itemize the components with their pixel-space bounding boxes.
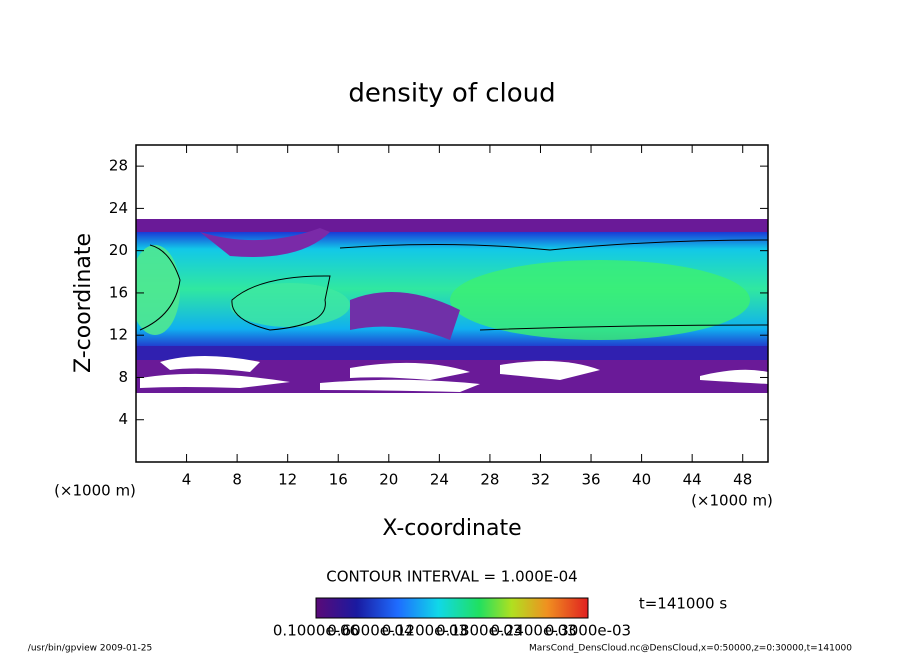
y-axis-label: Z-coordinate (71, 233, 96, 373)
footer-right: MarsCond_DensCloud.nc@DensCloud,x=0:5000… (529, 644, 852, 654)
x-tick-label: 16 (329, 471, 348, 489)
colorbar-label: 0.1200e-03 (382, 622, 468, 640)
field (136, 219, 768, 393)
y-tick-label: 12 (109, 326, 128, 344)
chart-title: density of cloud (348, 79, 555, 109)
x-axis-label: X-coordinate (382, 516, 521, 541)
colorbar-label: 0.6000e-04 (327, 622, 413, 640)
x-tick-label: 4 (182, 471, 192, 489)
x-tick-label: 20 (379, 471, 398, 489)
x-tick-label: 24 (430, 471, 449, 489)
time-label: t=141000 s (639, 595, 727, 613)
x-unit-left: (×1000 m) (54, 482, 136, 500)
x-tick-label: 12 (278, 471, 297, 489)
x-tick-label: 32 (531, 471, 550, 489)
y-tick-label: 20 (109, 241, 128, 259)
x-tick-label: 8 (232, 471, 242, 489)
x-unit: (×1000 m) (691, 492, 773, 510)
x-tick-label: 44 (683, 471, 702, 489)
x-tick-label: 28 (480, 471, 499, 489)
x-tick-label: 36 (581, 471, 600, 489)
colorbar-label: 0.3000e-03 (545, 622, 631, 640)
colorbar-label: 0.1800e-03 (436, 622, 522, 640)
y-tick-label: 28 (109, 157, 128, 175)
y-tick-label: 4 (118, 410, 128, 428)
footer-left: /usr/bin/gpview 2009-01-25 (28, 644, 152, 654)
x-tick-label: 48 (733, 471, 752, 489)
plot-frame (135, 144, 769, 463)
y-tick-label: 8 (118, 368, 128, 386)
x-tick-label: 40 (632, 471, 651, 489)
y-tick-label: 16 (109, 283, 128, 301)
y-tick-label: 24 (109, 199, 128, 217)
colorbar (315, 597, 589, 619)
colorbar-label: 0.2400e-03 (490, 622, 576, 640)
colorbar-label: 0.1000e-06 (273, 622, 359, 640)
contour-interval: CONTOUR INTERVAL = 1.000E-04 (326, 568, 577, 586)
